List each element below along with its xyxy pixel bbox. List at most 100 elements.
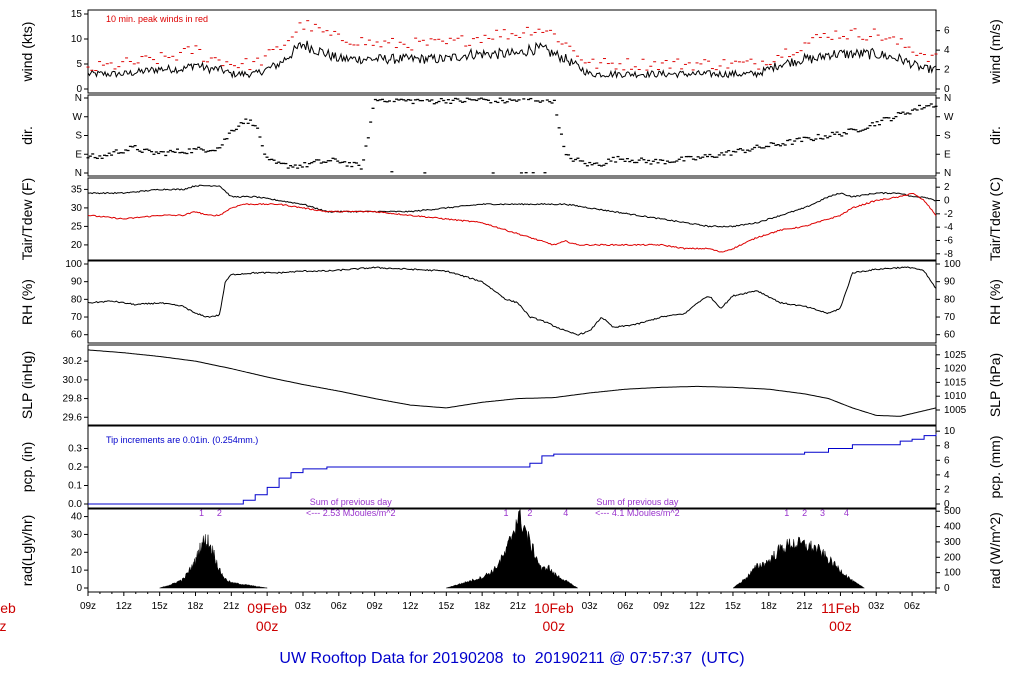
right-tick-label-slp: 1010 [944, 391, 967, 402]
right-tick-label-rad: 200 [944, 552, 961, 563]
footer-prefix: UW Rooftop Data for [279, 650, 428, 667]
left-tick-label-pcp: 0.1 [68, 481, 82, 492]
rad-hour-marker: 2 [527, 508, 532, 518]
left-tick-label-pcp: 0.3 [68, 444, 82, 455]
x-hour-label: 06z [331, 601, 347, 612]
right-tick-label-rh: 100 [944, 259, 961, 270]
left-tick-label-dir: W [73, 112, 83, 123]
x-hour-label: 03z [868, 601, 884, 612]
right-tick-label-dir: N [944, 168, 951, 179]
left-tick-label-rad: 0 [76, 583, 82, 594]
ylabel-right-dir: dir. [987, 126, 1003, 145]
rad-hour-marker: 4 [563, 508, 568, 518]
left-tick-label-dir: N [75, 168, 82, 179]
x-hour-label: 09z [80, 601, 96, 612]
left-tick-label-wind: 0 [76, 84, 82, 95]
x-hour-label: 18z [474, 601, 490, 612]
x-hour-label: 12z [116, 601, 132, 612]
ylabel-left-rad: rad(Lgly/hr) [19, 515, 35, 587]
x-hour-label: 12z [689, 601, 705, 612]
ylabel-right-slp: SLP (hPa) [987, 353, 1003, 417]
rad-hour-marker: 1 [199, 508, 204, 518]
left-tick-label-wind: 5 [76, 59, 82, 70]
x-hour-label: 21z [510, 601, 526, 612]
left-tick-label-slp: 30.0 [63, 375, 83, 386]
rad-hour-marker: 1 [784, 508, 789, 518]
left-tick-label-slp: 30.2 [63, 356, 83, 367]
x-hour-label: 09z [653, 601, 669, 612]
right-tick-label-dir: S [944, 131, 951, 142]
ylabel-right-wind: wind (m/s) [987, 19, 1003, 85]
right-tick-label-slp: 1005 [944, 405, 967, 416]
left-tick-label-rad: 10 [71, 565, 83, 576]
ylabel-right-rh: RH (%) [987, 279, 1003, 325]
rad-sum-label-1: Sum of previous day [310, 497, 393, 507]
left-tick-label-rh: 100 [65, 259, 82, 270]
right-tick-label-rh: 90 [944, 277, 956, 288]
ylabel-right-temp: Tair/Tdew (C) [987, 177, 1003, 261]
right-tick-label-slp: 1015 [944, 377, 967, 388]
right-tick-label-dir: E [944, 149, 951, 160]
right-tick-label-temp: -2 [944, 209, 953, 220]
left-tick-label-temp: 25 [71, 221, 83, 232]
right-tick-label-rad: 0 [944, 583, 950, 594]
right-tick-label-slp: 1020 [944, 364, 967, 375]
x-day-z-label-09Feb: 00z [256, 618, 279, 634]
right-tick-label-rad: 100 [944, 568, 961, 579]
right-tick-label-rad: 400 [944, 522, 961, 533]
left-tick-label-dir: S [75, 131, 82, 142]
left-tick-label-pcp: 0.0 [68, 499, 82, 510]
rad-sum-value-2: <--- 4.1 MJoules/m^2 [595, 508, 680, 518]
x-hour-label: 06z [617, 601, 633, 612]
series-temp-Tair [87, 184, 937, 228]
left-tick-label-slp: 29.8 [63, 394, 83, 405]
right-tick-label-pcp: 10 [944, 426, 956, 437]
x-hour-label: 18z [187, 601, 203, 612]
left-tick-label-wind: 10 [71, 34, 83, 45]
left-tick-label-dir: N [75, 93, 82, 104]
panel-frame-slp [87, 344, 937, 426]
left-tick-label-rh: 70 [71, 312, 83, 323]
right-tick-label-temp: -8 [944, 249, 953, 260]
left-tick-label-pcp: 0.2 [68, 462, 82, 473]
radiation-area-day-1 [159, 534, 268, 589]
x-hour-label: 18z [761, 601, 777, 612]
right-tick-label-temp: 0 [944, 196, 950, 207]
x-hour-label: 03z [295, 601, 311, 612]
rad-hour-marker: 3 [820, 508, 825, 518]
x-day-label-10Feb: 10Feb [534, 600, 574, 616]
x-day-label-partial: eb [0, 600, 16, 616]
panel-frame-wind [87, 9, 937, 94]
ylabel-left-slp: SLP (inHg) [19, 351, 35, 419]
left-tick-label-rad: 40 [71, 512, 83, 523]
right-tick-label-pcp: 6 [944, 455, 950, 466]
right-tick-label-slp: 1025 [944, 350, 967, 361]
right-tick-label-rh: 70 [944, 312, 956, 323]
footer-zone: (UTC) [701, 650, 745, 667]
ylabel-left-wind: wind (kts) [19, 22, 35, 83]
rad-hour-marker: 1 [504, 508, 509, 518]
x-hour-label: 12z [402, 601, 418, 612]
series-rh-RH [87, 266, 937, 336]
series-temp-Tdew [87, 193, 937, 253]
x-day-z-label-10Feb: 00z [543, 618, 566, 634]
left-tick-label-wind: 15 [71, 9, 83, 20]
left-tick-label-slp: 29.6 [63, 412, 83, 423]
radiation-area-day-3 [732, 536, 865, 589]
panel-frame-temp [87, 177, 937, 261]
x-hour-label: 21z [797, 601, 813, 612]
right-tick-label-temp: -4 [944, 222, 953, 233]
right-tick-label-pcp: 4 [944, 470, 950, 481]
panel-frame-dir [87, 94, 937, 177]
left-tick-label-rh: 90 [71, 277, 83, 288]
right-tick-label-temp: -6 [944, 235, 953, 246]
left-tick-label-rad: 30 [71, 529, 83, 540]
x-hour-label: 15z [438, 601, 454, 612]
footer-at: @ [609, 650, 626, 667]
panel-frame-rad [87, 508, 937, 593]
right-tick-label-rad: 300 [944, 537, 961, 548]
right-tick-label-wind: 0 [944, 84, 950, 95]
x-hour-label: 21z [223, 601, 239, 612]
panel-frame-rh [87, 260, 937, 344]
